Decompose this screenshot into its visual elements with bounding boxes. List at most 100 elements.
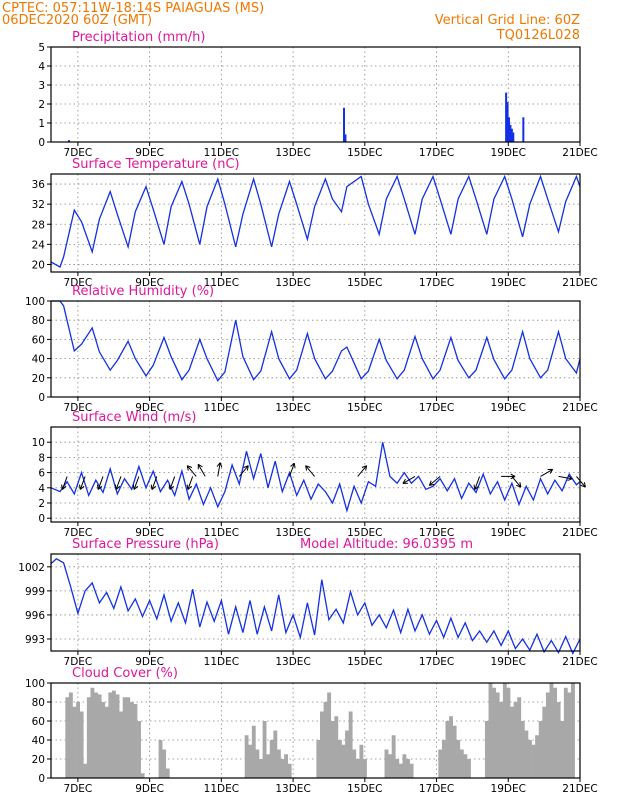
y-tick-label: 0 (38, 137, 45, 149)
pres-title: Surface Pressure (hPa) (72, 537, 219, 552)
x-tick-label: 9DEC (135, 527, 164, 539)
cloud-frame (50, 682, 581, 779)
y-tick-label: 999 (25, 586, 45, 598)
x-tick-label: 15DEC (347, 147, 382, 159)
precip-bar (507, 117, 510, 142)
cloud-bar (391, 735, 396, 778)
cloud-panel: Cloud Cover (%) 0 20 40 60 80 100 7DEC 9DEC 11DEC… (25, 666, 598, 795)
cloud-bar (162, 749, 167, 778)
cloud-bar (538, 721, 543, 778)
cloud-bar (115, 694, 120, 778)
y-tick-label: 40 (32, 735, 45, 747)
x-tick-label: 11DEC (204, 277, 239, 289)
wind-arrow (428, 476, 441, 486)
cloud-bar (101, 702, 106, 778)
cloud-bar (316, 740, 321, 778)
cloud-bar (488, 683, 493, 778)
wind-arrow (511, 476, 522, 488)
x-tick-label: 9DEC (135, 277, 164, 289)
x-tick-label: 15DEC (347, 527, 382, 539)
x-tick-label: 11DEC (204, 402, 239, 414)
station-header: CPTEC: 057:11W-18:14S PAIAGUAS (MS) (2, 1, 264, 16)
wind-arrow (150, 476, 158, 490)
cloud-bar (527, 740, 532, 778)
rh-frame (50, 300, 581, 398)
pres-annotation: Model Altitude: 96.0395 m (300, 537, 473, 552)
cloud-bar (449, 716, 453, 778)
cloud-bar (284, 754, 289, 778)
y-tick-label: 60 (32, 716, 45, 728)
y-tick-label: 60 (32, 334, 45, 346)
x-tick-label: 9DEC (135, 402, 164, 414)
x-tick-label: 13DEC (275, 277, 310, 289)
y-tick-label: 5 (38, 42, 45, 54)
cloud-bar (545, 692, 550, 778)
cloud-bar (108, 692, 113, 778)
precip-bar (522, 117, 525, 142)
y-tick-label: 20 (32, 373, 45, 385)
pres-series-line (50, 558, 581, 655)
precip-bar (67, 140, 70, 142)
cloud-bar (158, 740, 163, 778)
cloud-bar (463, 754, 468, 778)
x-tick-label: 9DEC (135, 656, 164, 668)
cloud-bar (531, 744, 536, 778)
wind-arrow (186, 465, 197, 477)
cloud-bar (459, 749, 464, 778)
cloud-bar (266, 754, 271, 778)
x-tick-label: 21DEC (562, 656, 597, 668)
x-tick-label: 7DEC (64, 147, 93, 159)
x-tick-label: 9DEC (135, 783, 164, 795)
y-tick-label: 32 (32, 199, 45, 211)
y-tick-label: 0 (38, 392, 45, 404)
cloud-bar (571, 683, 575, 778)
x-tick-label: 19DEC (491, 656, 526, 668)
cloud-bar (445, 721, 450, 778)
cloud-bar (456, 740, 461, 778)
x-tick-label: 15DEC (347, 277, 382, 289)
x-tick-label: 7DEC (64, 783, 93, 795)
y-tick-label: 993 (25, 634, 45, 646)
precip-title: Precipitation (mm/h) (72, 30, 205, 45)
cloud-bar (484, 721, 489, 778)
x-tick-label: 19DEC (491, 527, 526, 539)
precip-bar (510, 128, 513, 142)
cloud-bar (517, 697, 522, 778)
cloud-bar (495, 692, 500, 778)
rh-title: Relative Humidity (%) (72, 284, 214, 299)
rh-series-line (51, 300, 581, 382)
cloud-bar (273, 730, 278, 778)
x-tick-label: 21DEC (562, 527, 597, 539)
x-tick-label: 15DEC (347, 783, 382, 795)
rh-panel: Relative Humidity (%) 0 20 40 60 80 100 7DEC 9DE… (25, 284, 598, 414)
x-tick-label: 15DEC (347, 656, 382, 668)
x-tick-label: 7DEC (64, 402, 93, 414)
x-tick-label: 19DEC (491, 783, 526, 795)
wind-arrow (114, 476, 122, 490)
wind-arrow (61, 476, 68, 490)
wind-arrow (305, 465, 315, 477)
precip-bar (509, 124, 512, 142)
cloud-bar (467, 759, 471, 778)
y-tick-label: 36 (32, 179, 46, 191)
x-tick-label: 17DEC (419, 147, 454, 159)
x-tick-label: 13DEC (275, 527, 310, 539)
cloud-bar (251, 725, 256, 778)
x-tick-label: 17DEC (419, 402, 454, 414)
x-tick-label: 13DEC (275, 147, 310, 159)
x-tick-label: 11DEC (204, 147, 239, 159)
cloud-bar (248, 744, 253, 778)
cloud-bar (560, 721, 565, 778)
y-tick-label: 100 (25, 678, 45, 690)
cloud-title: Cloud Cover (%) (72, 666, 178, 681)
cloud-bar (535, 735, 540, 778)
x-tick-label: 17DEC (419, 277, 454, 289)
y-tick-label: 4 (38, 61, 45, 73)
cloud-bar (359, 744, 364, 778)
x-tick-label: 13DEC (275, 402, 310, 414)
wind-arrow (96, 476, 104, 490)
cloud-bar (352, 749, 357, 778)
cloud-bar (395, 759, 400, 778)
cloud-bar (122, 697, 127, 778)
cloud-bar (441, 740, 446, 778)
